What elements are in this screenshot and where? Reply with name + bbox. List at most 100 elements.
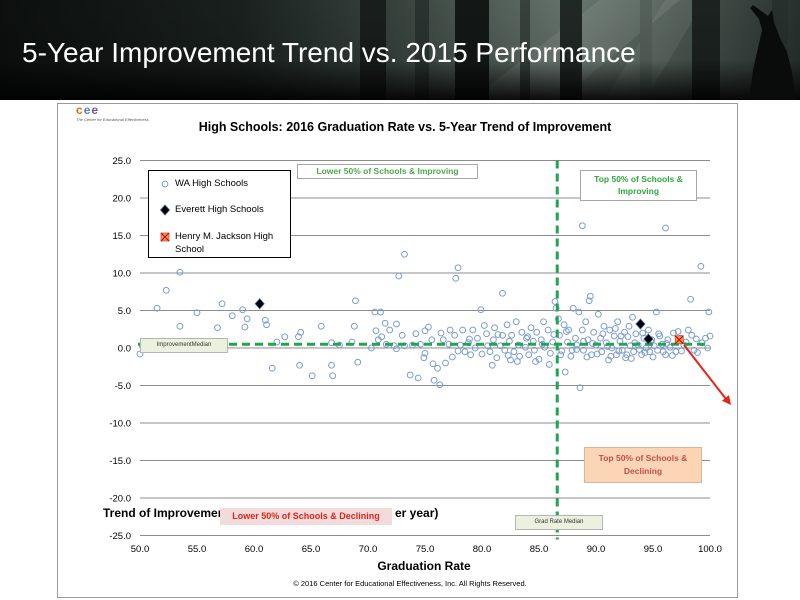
data-point-wa-high-schools bbox=[580, 346, 587, 354]
x-tick-label: 80.0 bbox=[473, 544, 492, 555]
data-point-wa-high-schools bbox=[193, 309, 201, 317]
data-point-wa-high-schools bbox=[354, 358, 362, 366]
data-point-wa-high-schools bbox=[262, 316, 269, 324]
data-point-wa-high-schools bbox=[214, 324, 221, 332]
trend-arrow-head bbox=[721, 395, 731, 405]
data-point-wa-high-schools bbox=[474, 334, 481, 342]
data-point-wa-high-schools bbox=[439, 336, 447, 344]
y-tick-label: 25.0 bbox=[113, 156, 132, 167]
data-point-wa-high-schools bbox=[452, 274, 460, 282]
data-point-wa-high-schools bbox=[623, 351, 631, 359]
data-point-wa-high-schools bbox=[328, 361, 335, 369]
legend-label: WA High Schools bbox=[175, 178, 249, 189]
y-tick-label: 15.0 bbox=[113, 231, 132, 242]
y-axis-label: Trend of Improvement ( bbox=[103, 506, 237, 520]
data-point-wa-high-schools bbox=[533, 328, 541, 336]
data-point-henry-m-jackson-high-school-cross bbox=[674, 335, 684, 345]
data-point-wa-high-schools bbox=[662, 351, 669, 359]
data-point-wa-high-schools bbox=[694, 349, 701, 356]
data-point-wa-high-schools bbox=[641, 349, 649, 356]
data-point-wa-high-schools bbox=[456, 341, 464, 349]
data-point-wa-high-schools bbox=[490, 336, 497, 344]
y-tick-label: -10.0 bbox=[109, 419, 131, 430]
y-tick-label: 20.0 bbox=[113, 194, 132, 205]
legend-label: Everett High Schools bbox=[175, 204, 264, 215]
data-point-wa-high-schools bbox=[461, 348, 469, 356]
data-point-wa-high-schools bbox=[480, 322, 488, 329]
x-axis-label: Graduation Rate bbox=[377, 559, 471, 573]
data-point-wa-high-schools bbox=[493, 354, 501, 362]
data-point-wa-high-schools bbox=[268, 364, 276, 372]
data-point-wa-high-schools bbox=[371, 308, 379, 316]
data-point-wa-high-schools bbox=[678, 347, 685, 355]
data-point-wa-high-schools bbox=[494, 331, 502, 338]
data-point-wa-high-schools bbox=[662, 224, 669, 232]
data-point-wa-high-schools bbox=[503, 321, 511, 329]
data-point-wa-high-schools bbox=[656, 332, 664, 340]
data-point-wa-high-schools bbox=[692, 335, 700, 343]
legend-marker-diamond-icon bbox=[159, 204, 171, 216]
data-point-wa-high-schools bbox=[638, 351, 645, 359]
data-point-wa-high-schools bbox=[483, 330, 490, 338]
data-point-wa-high-schools bbox=[625, 322, 633, 330]
cee-logo: cee The Center for Educational Effective… bbox=[76, 104, 149, 126]
data-point-wa-high-schools bbox=[549, 338, 557, 346]
y-tick-label: 5.0 bbox=[118, 306, 131, 317]
data-point-wa-high-schools bbox=[569, 304, 577, 312]
data-point-wa-high-schools bbox=[153, 304, 161, 312]
data-point-wa-high-schools bbox=[469, 326, 477, 334]
data-point-wa-high-schools bbox=[565, 326, 573, 334]
data-point-wa-high-schools bbox=[558, 347, 566, 355]
data-point-wa-high-schools bbox=[430, 376, 438, 384]
data-point-wa-high-schools bbox=[368, 344, 375, 352]
y-tick-label: -15.0 bbox=[109, 456, 131, 467]
data-point-wa-high-schools bbox=[525, 351, 533, 359]
y-tick-label: -25.0 bbox=[109, 531, 131, 542]
data-point-wa-high-schools bbox=[420, 354, 428, 362]
data-point-wa-high-schools bbox=[501, 346, 509, 354]
data-point-wa-high-schools bbox=[499, 289, 506, 297]
x-tick-label: 55.0 bbox=[188, 544, 207, 555]
data-point-wa-high-schools bbox=[649, 353, 657, 361]
x-tick-label: 65.0 bbox=[302, 544, 321, 555]
trend-arrow-shaft bbox=[683, 344, 727, 400]
data-point-wa-high-schools bbox=[518, 328, 526, 336]
data-point-wa-high-schools bbox=[575, 308, 583, 316]
data-point-wa-high-schools bbox=[544, 326, 552, 334]
data-point-wa-high-schools bbox=[459, 326, 467, 334]
data-point-wa-high-schools bbox=[477, 306, 485, 314]
data-point-wa-high-schools bbox=[653, 308, 660, 316]
data-point-wa-high-schools bbox=[486, 348, 494, 356]
data-point-wa-high-schools bbox=[393, 345, 400, 353]
x-tick-label: 50.0 bbox=[131, 544, 150, 555]
data-point-wa-high-schools bbox=[434, 364, 441, 372]
data-point-wa-high-schools bbox=[613, 351, 620, 359]
quadrant-label-top-declining: Top 50% of Schools & Declining bbox=[584, 447, 702, 483]
data-point-wa-high-schools bbox=[448, 353, 456, 361]
data-point-wa-high-schools bbox=[378, 333, 386, 341]
data-point-wa-high-schools bbox=[627, 355, 635, 362]
data-point-wa-high-schools bbox=[527, 324, 535, 332]
data-point-wa-high-schools bbox=[578, 222, 586, 230]
data-point-wa-high-schools bbox=[429, 360, 437, 368]
data-point-wa-high-schools bbox=[531, 346, 538, 354]
data-point-wa-high-schools bbox=[632, 330, 640, 338]
slide-banner: 5-Year Improvement Trend vs. 2015 Perfor… bbox=[0, 0, 800, 100]
data-point-wa-high-schools bbox=[560, 321, 568, 329]
data-point-wa-high-schools bbox=[690, 346, 698, 354]
data-point-wa-high-schools bbox=[281, 333, 289, 341]
data-point-wa-high-schools bbox=[176, 322, 184, 330]
data-point-wa-high-schools bbox=[176, 268, 184, 276]
logo-letters: cee bbox=[76, 104, 136, 117]
data-point-wa-high-schools bbox=[645, 326, 652, 334]
chart-title: High Schools: 2016 Graduation Rate vs. 5… bbox=[198, 120, 612, 134]
grad-rate-median-label: Grad Rate Median bbox=[515, 515, 603, 530]
data-point-wa-high-schools bbox=[540, 318, 547, 326]
data-point-wa-high-schools bbox=[611, 325, 619, 332]
data-point-wa-high-schools bbox=[239, 306, 247, 314]
data-point-wa-high-schools bbox=[406, 371, 414, 379]
wolf-silhouette bbox=[749, 5, 796, 100]
data-point-wa-high-schools bbox=[510, 348, 518, 356]
data-point-everett-high-schools bbox=[254, 298, 265, 310]
quadrant-label-top-improving: Top 50% of Schools & Improving bbox=[580, 170, 697, 201]
